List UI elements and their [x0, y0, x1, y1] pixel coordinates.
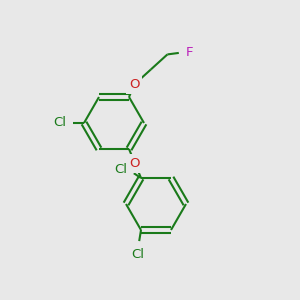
Text: O: O	[130, 157, 140, 170]
Text: F: F	[185, 46, 193, 59]
Text: O: O	[129, 78, 140, 91]
Text: Cl: Cl	[131, 248, 145, 261]
Text: Cl: Cl	[53, 116, 66, 130]
Text: Cl: Cl	[114, 163, 127, 176]
